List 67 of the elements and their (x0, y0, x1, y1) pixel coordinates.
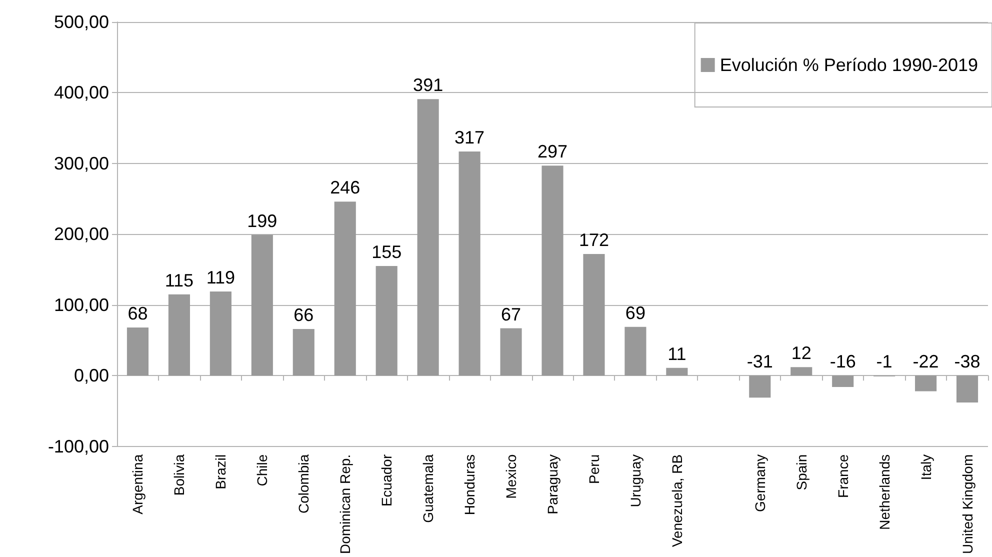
x-tick-label: Netherlands (876, 454, 892, 530)
data-label: 172 (578, 230, 609, 250)
bar (376, 266, 398, 376)
y-tick-label: 200,00 (54, 224, 109, 244)
bar (500, 328, 522, 376)
bar (334, 202, 356, 376)
data-label: -22 (912, 352, 939, 372)
data-label: -16 (830, 352, 856, 372)
bar (292, 328, 314, 376)
x-tick-label: Dominican Rep. (337, 454, 354, 554)
x-tick-label: Bolivia (171, 454, 188, 496)
x-tick-label: Mexico (503, 454, 520, 499)
x-tick-label: Germany (752, 454, 768, 512)
x-tick-label: Spain (793, 454, 810, 490)
data-label: 68 (128, 304, 148, 324)
bar (832, 376, 854, 387)
data-label: -31 (746, 352, 773, 372)
data-label: 391 (413, 75, 444, 96)
x-tick-label: Venezuela, RB (668, 454, 685, 548)
y-tick-label: 300,00 (54, 153, 109, 174)
data-label: 155 (372, 242, 402, 262)
x-tick-label: Colombia (296, 454, 312, 514)
bar (915, 376, 937, 392)
data-label: 66 (294, 304, 314, 325)
data-label: 11 (668, 344, 686, 364)
x-tick-label: Peru (586, 454, 602, 484)
bar (666, 368, 688, 376)
bar (168, 294, 190, 376)
x-tick-label: Chile (254, 454, 270, 486)
data-label: 12 (791, 343, 812, 364)
x-tick-label: Argentina (130, 454, 146, 514)
y-tick-label: -100,00 (48, 436, 109, 456)
x-tick-label: Guatemala (420, 454, 436, 523)
data-label: 119 (206, 267, 236, 288)
bar (583, 254, 605, 376)
y-tick-label: 0,00 (74, 366, 109, 386)
data-label: 297 (537, 142, 568, 162)
data-label: -38 (954, 352, 980, 372)
y-tick-label: 500,00 (54, 12, 109, 32)
bar (624, 326, 646, 376)
data-label: -1 (876, 352, 892, 372)
x-tick-label: United Kingdom (959, 454, 976, 554)
y-tick-label: 400,00 (54, 82, 109, 103)
bar (417, 99, 439, 376)
x-tick-label: Paraguay (544, 454, 560, 514)
data-label: 199 (247, 210, 278, 231)
data-label: 115 (164, 270, 194, 290)
bar (251, 234, 273, 376)
legend-label: Evolución % Período 1990-2019 (720, 55, 978, 75)
x-tick-label: Uruguay (627, 454, 644, 508)
bar (542, 166, 564, 376)
data-label: 317 (454, 127, 485, 148)
x-tick-label: Italy (918, 454, 934, 480)
bar (956, 376, 978, 403)
y-tick-label: 100,00 (54, 294, 109, 315)
data-label: 69 (625, 302, 646, 323)
bar (126, 328, 149, 376)
data-label: 67 (501, 304, 522, 324)
x-tick-label: Honduras (462, 454, 478, 516)
x-tick-label: Brazil (212, 454, 229, 490)
bar (749, 376, 771, 398)
bar (458, 151, 480, 376)
bar (790, 367, 812, 376)
x-tick-label: Ecuador (378, 454, 395, 507)
data-label: 246 (330, 178, 360, 198)
bar (210, 291, 232, 376)
x-tick-label: France (834, 454, 851, 498)
